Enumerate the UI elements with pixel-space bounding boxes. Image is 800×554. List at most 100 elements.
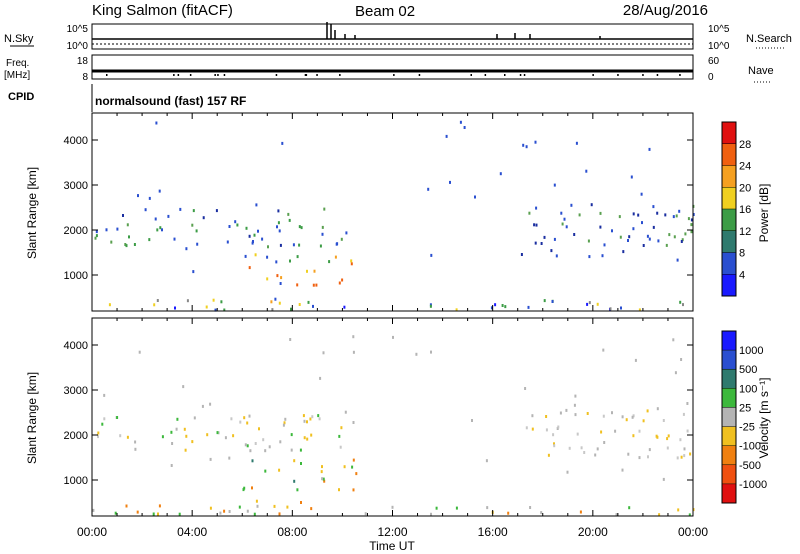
colorbar-swatch [722, 122, 736, 144]
range-cell [545, 415, 548, 418]
range-cell [201, 404, 204, 408]
range-cell [435, 506, 438, 510]
range-cell [312, 304, 314, 308]
range-cell [668, 233, 671, 237]
range-cell [543, 235, 546, 239]
range-cell [271, 308, 274, 312]
range-cell [429, 304, 432, 308]
range-cell [243, 416, 246, 420]
range-cell [311, 415, 314, 419]
range-cell [246, 421, 249, 425]
colorbar-tick-label: 1000 [739, 345, 763, 357]
range-cell [648, 448, 651, 452]
colorbar-swatch [722, 445, 736, 465]
range-cell [321, 477, 324, 481]
range-cell [667, 434, 670, 438]
station-title: King Salmon (fitACF) [92, 2, 233, 19]
nave-point [214, 74, 216, 76]
range-cell [673, 235, 676, 239]
range-cell [632, 227, 635, 231]
colorbar-tick-label: 16 [739, 204, 751, 216]
nave-point [679, 74, 681, 76]
range-cell [540, 511, 543, 515]
range-cell [522, 143, 525, 147]
range-cell [672, 215, 675, 219]
range-cell [485, 459, 488, 463]
range-cell [296, 255, 299, 259]
range-cell [585, 169, 588, 173]
range-cell [692, 213, 695, 216]
panel-frame [91, 112, 694, 312]
range-cell [427, 187, 430, 191]
range-cell [575, 141, 578, 145]
range-cell [499, 172, 502, 176]
range-cell [580, 446, 583, 450]
range-cell [586, 412, 589, 415]
range-cell [628, 235, 631, 239]
range-cell [232, 434, 235, 438]
range-cell [158, 189, 161, 193]
range-cell [666, 437, 669, 441]
range-cell [290, 448, 293, 452]
range-cell [277, 221, 280, 225]
colorbar-swatch [722, 350, 736, 370]
nave-point [217, 74, 219, 76]
range-cell [445, 134, 448, 138]
range-cell [328, 260, 331, 264]
nave-tick-bottom: 0 [708, 72, 714, 83]
range-cell [317, 414, 320, 418]
range-cell [116, 416, 119, 419]
range-cell [122, 214, 124, 217]
range-cell [682, 303, 684, 307]
range-cell [267, 245, 269, 249]
range-cell [322, 477, 325, 481]
range-cell [309, 417, 312, 421]
colorbar-swatch [722, 464, 736, 484]
range-cell [286, 505, 289, 509]
range-cell [553, 442, 555, 446]
x-tick-label: 00:00 [77, 525, 107, 539]
colorbar-swatch [722, 483, 736, 503]
power-panel: 1000 2000 3000 4000 [64, 112, 695, 312]
range-cell [344, 410, 347, 414]
range-cell [251, 486, 253, 490]
range-cell [156, 228, 159, 232]
range-cell [278, 229, 281, 233]
range-cell [602, 414, 605, 418]
colorbar-swatch [722, 230, 736, 253]
nave-point [519, 74, 522, 76]
range-cell [119, 434, 122, 438]
range-cell [303, 419, 306, 423]
range-cell [228, 510, 231, 513]
range-cell [553, 237, 556, 241]
range-cell [276, 225, 278, 229]
range-cell [209, 402, 212, 406]
range-cell [666, 446, 669, 450]
range-cell [340, 237, 343, 241]
range-cell [529, 506, 532, 509]
range-cell [687, 217, 690, 221]
nave-point [173, 74, 175, 76]
range-cell [95, 230, 98, 234]
range-cell [602, 348, 605, 352]
range-cell [586, 302, 589, 306]
colorbar-tick-label: 12 [739, 226, 751, 238]
range-cell [683, 447, 686, 451]
range-cell [527, 305, 530, 309]
range-cell [677, 508, 680, 512]
range-cell [302, 414, 305, 418]
range-cell [288, 218, 291, 222]
range-cell [364, 512, 367, 516]
range-cell [573, 403, 576, 407]
range-cell [230, 417, 233, 421]
range-cell [323, 479, 326, 483]
range-cell [253, 512, 256, 516]
nave-tick-top: 60 [708, 56, 720, 67]
range-cell [590, 203, 593, 207]
range-cell [220, 300, 223, 304]
x-tick-label: 08:00 [277, 525, 307, 539]
cpid-text: normalsound (fast) 157 RF [95, 94, 246, 108]
colorbar-swatch [722, 407, 736, 427]
range-cell [94, 236, 97, 240]
range-cell [224, 436, 227, 440]
